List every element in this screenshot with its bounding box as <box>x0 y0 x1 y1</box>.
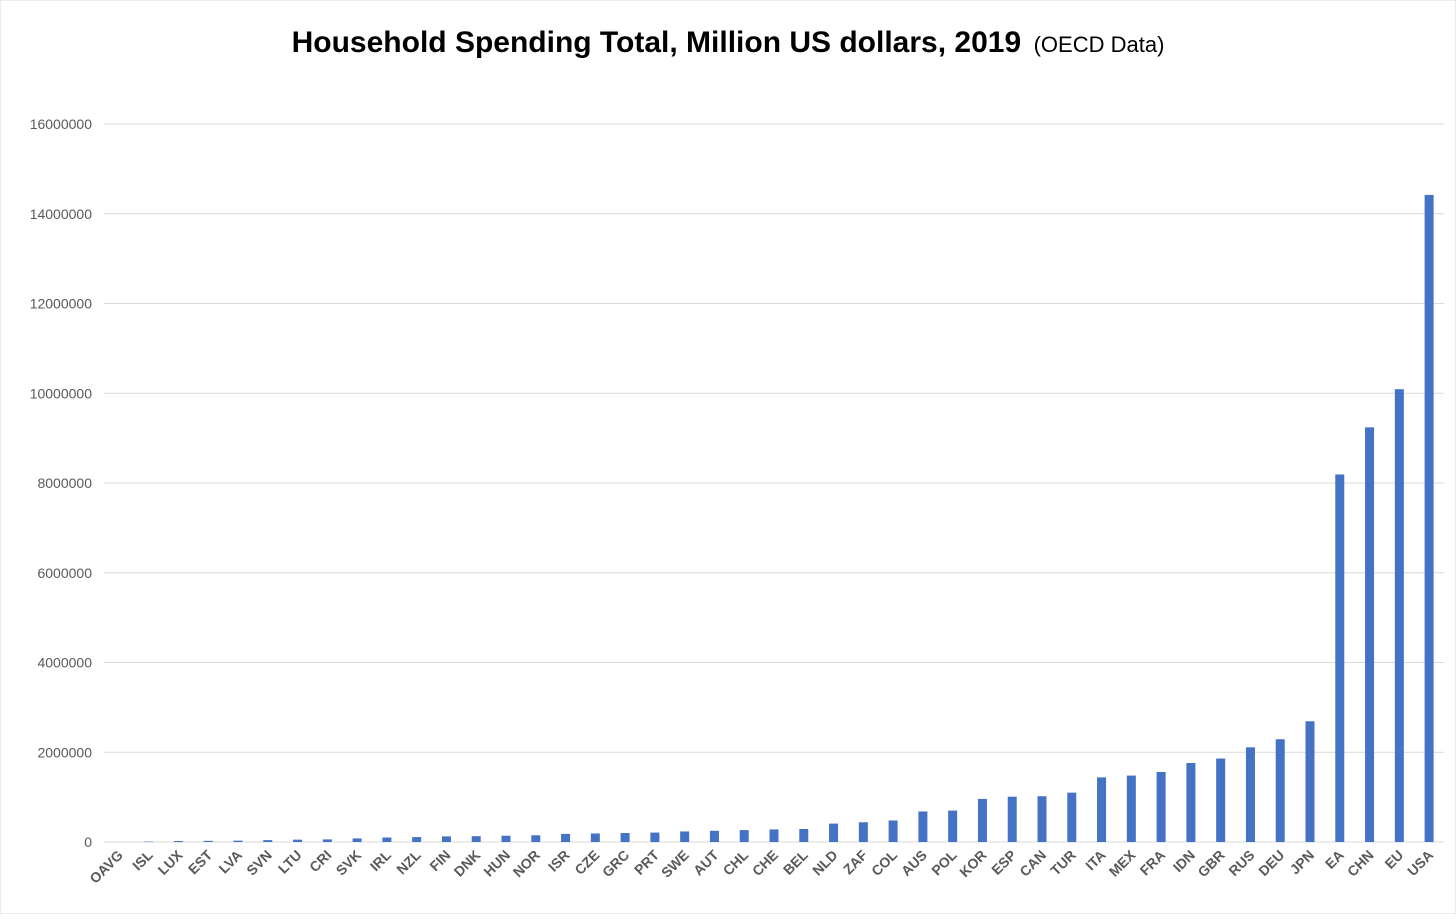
bar-pol <box>948 811 957 842</box>
bar-isr <box>561 834 570 842</box>
y-tick-label: 2000000 <box>37 744 92 760</box>
bar-can <box>1038 796 1047 842</box>
bar-gbr <box>1216 759 1225 842</box>
y-tick-label: 6000000 <box>37 565 92 581</box>
bar-idn <box>1186 763 1195 842</box>
bar-nld <box>829 824 838 842</box>
bar-col <box>889 820 898 842</box>
bar-mex <box>1127 776 1136 842</box>
bar-dnk <box>472 836 481 842</box>
bar-eu <box>1395 389 1404 842</box>
bar-fin <box>442 836 451 842</box>
bar-jpn <box>1306 721 1315 842</box>
bar-lva <box>234 841 243 842</box>
bar-aut <box>710 831 719 842</box>
bar-swe <box>680 831 689 842</box>
bar-lux <box>174 841 183 842</box>
y-tick-label: 14000000 <box>30 206 93 222</box>
bar-zaf <box>859 822 868 842</box>
y-tick-label: 8000000 <box>37 475 92 491</box>
bar-irl <box>382 838 391 842</box>
bar-chn <box>1365 427 1374 842</box>
bar-esp <box>1008 797 1017 842</box>
bar-usa <box>1425 195 1434 842</box>
y-tick-label: 4000000 <box>37 655 92 671</box>
bar-nzl <box>412 837 421 842</box>
y-tick-label: 10000000 <box>30 385 93 401</box>
y-tick-label: 16000000 <box>30 116 93 132</box>
bar-ita <box>1097 777 1106 842</box>
bar-kor <box>978 799 987 842</box>
bar-aus <box>918 811 927 842</box>
bar-nor <box>531 835 540 842</box>
bar-svn <box>263 840 272 842</box>
bar-hun <box>502 836 511 842</box>
bar-svk <box>353 838 362 842</box>
bar-deu <box>1276 739 1285 842</box>
y-tick-label: 0 <box>84 834 92 850</box>
bar-che <box>770 829 779 842</box>
bar-ltu <box>293 840 302 842</box>
chart-title: Household Spending Total, Million US dol… <box>292 26 1022 59</box>
bar-cze <box>591 833 600 842</box>
bar-bel <box>799 829 808 842</box>
bar-rus <box>1246 747 1255 842</box>
bar-est <box>204 841 213 842</box>
bar-prt <box>650 833 659 842</box>
bar-ea <box>1335 474 1344 842</box>
bar-fra <box>1157 772 1166 842</box>
bar-chl <box>740 830 749 842</box>
chart-subtitle: (OECD Data) <box>1034 32 1165 57</box>
bar-grc <box>621 833 630 842</box>
bar-cri <box>323 839 332 842</box>
bar-tur <box>1067 793 1076 842</box>
y-tick-label: 12000000 <box>30 296 93 312</box>
